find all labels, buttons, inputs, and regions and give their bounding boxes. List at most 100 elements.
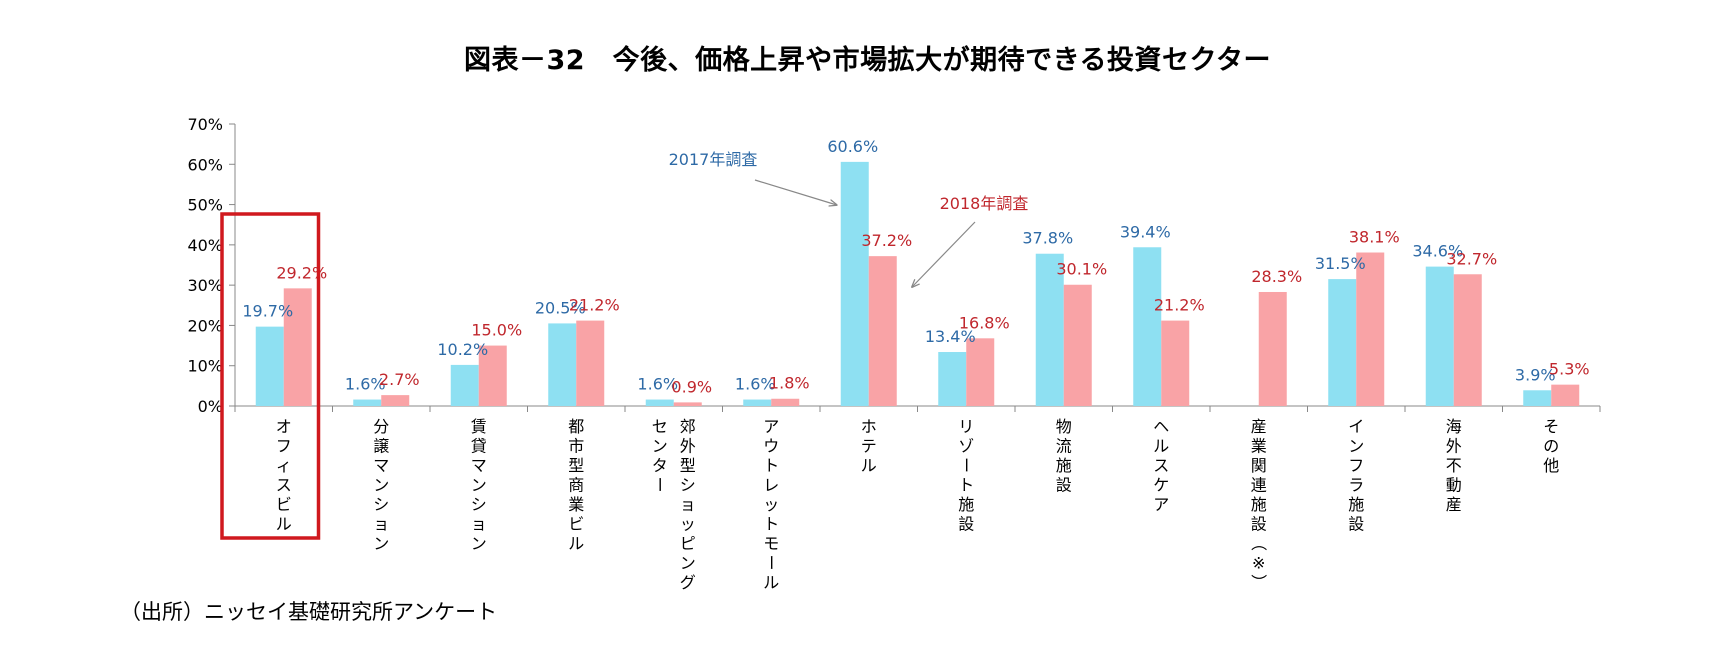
category-label-char: ン	[1348, 437, 1364, 456]
category-label-char: ゾ	[958, 437, 974, 456]
annotation-2017: 2017年調査	[669, 150, 758, 169]
category-label-char: ウ	[763, 437, 779, 456]
bar-2017	[938, 352, 967, 406]
y-tick-label: 40%	[187, 236, 223, 255]
category-label-char: 不	[1446, 456, 1462, 475]
category-label-char: そ	[1543, 417, 1559, 436]
category-label-char: シ	[471, 495, 487, 514]
category-label-char: ）	[1249, 574, 1268, 590]
category-label-char: ン	[471, 534, 487, 553]
value-label: 0.9%	[671, 377, 712, 396]
value-label: 30.1%	[1056, 260, 1107, 279]
bar-2017	[1133, 247, 1162, 406]
category-label-char: ア	[1153, 495, 1169, 514]
category-label-char: ッ	[680, 515, 696, 534]
bar-2017	[353, 399, 382, 406]
bar-2017	[548, 323, 577, 406]
bar-2018	[1551, 384, 1580, 406]
category-label-char: 設	[1251, 515, 1267, 534]
value-label: 15.0%	[471, 321, 522, 340]
category-label-char: ン	[652, 437, 668, 456]
category-label-char: ト	[763, 456, 779, 475]
category-label-char: 業	[568, 495, 584, 514]
category-label-char: ー	[761, 554, 780, 570]
x-axis	[234, 405, 1601, 412]
value-label: 28.3%	[1251, 267, 1302, 286]
category-label-char: 連	[1251, 476, 1267, 495]
value-label: 32.7%	[1446, 249, 1497, 268]
category-label-char: 賃	[471, 417, 487, 436]
chart-title: 図表－32 今後、価格上昇や市場拡大が期待できる投資セクター	[464, 45, 1271, 76]
annotation-2018: 2018年調査	[940, 194, 1029, 213]
category-label-char: ビ	[276, 495, 292, 514]
category-label-char: ル	[861, 456, 877, 475]
category-label-char: ョ	[373, 515, 389, 534]
category-label-char: 設	[1056, 476, 1072, 495]
category-label-char: ル	[568, 534, 584, 553]
bar-2017	[743, 399, 772, 406]
y-tick-label: 20%	[187, 316, 223, 335]
category-label-char: シ	[680, 476, 696, 495]
annotations: 2017年調査 2018年調査	[669, 150, 1029, 287]
y-tick-label: 10%	[187, 357, 223, 376]
y-tick-label: 0%	[198, 397, 223, 416]
category-label-char: セ	[652, 417, 668, 436]
category-label-char: ィ	[276, 456, 292, 475]
value-label: 31.5%	[1315, 254, 1366, 273]
bar-2018	[576, 320, 605, 406]
bar-2017	[645, 399, 674, 406]
category-label-char: フ	[276, 437, 292, 456]
value-label: 60.6%	[827, 137, 878, 156]
bars	[255, 161, 1580, 406]
category-label-char: ピ	[680, 534, 696, 553]
category-label-char: ヘ	[1153, 417, 1169, 436]
bar-2017	[1425, 266, 1454, 406]
value-label: 13.4%	[925, 327, 976, 346]
category-label-char: 施	[1056, 456, 1072, 475]
value-label: 1.6%	[637, 375, 678, 394]
value-label: 29.2%	[276, 263, 327, 282]
value-label: 5.3%	[1549, 360, 1590, 379]
category-label-char: の	[1543, 437, 1559, 456]
y-tick-label: 70%	[187, 115, 223, 134]
category-label-char: 業	[1251, 437, 1267, 456]
value-label: 34.6%	[1412, 242, 1463, 261]
category-label-char: マ	[471, 456, 487, 475]
category-label-char: ア	[763, 417, 779, 436]
category-label-char: シ	[373, 495, 389, 514]
category-label-char: ケ	[1153, 476, 1169, 495]
category-label-char: 動	[1446, 476, 1462, 495]
category-label-char: ホ	[861, 417, 877, 436]
bar-2018	[868, 256, 897, 406]
value-label: 1.6%	[345, 375, 386, 394]
category-label-char: ス	[1153, 456, 1169, 475]
category-label-char: ー	[650, 476, 669, 492]
category-label-char: 関	[1251, 456, 1267, 475]
bar-2017	[1328, 279, 1357, 406]
annotation-arrow-2018	[912, 221, 976, 287]
category-label-char: 設	[958, 515, 974, 534]
y-tick-label: 30%	[187, 276, 223, 295]
bar-2017	[840, 161, 869, 406]
category-label-char: 商	[568, 476, 584, 495]
value-label: 21.2%	[1154, 296, 1205, 315]
category-label-char: イ	[1348, 417, 1364, 436]
category-label-char: マ	[373, 456, 389, 475]
bar-2018	[966, 338, 995, 406]
category-label-char: ト	[958, 476, 974, 495]
category-label-char: 郊	[680, 417, 696, 436]
category-label-char: 譲	[373, 437, 389, 456]
category-label-char: モ	[763, 534, 779, 553]
bar-2017	[1035, 253, 1064, 406]
value-label: 20.5%	[535, 298, 586, 317]
value-label: 21.2%	[569, 296, 620, 315]
category-label-char: ッ	[763, 495, 779, 514]
category-label-char: フ	[1348, 456, 1364, 475]
value-label: 37.2%	[861, 231, 912, 250]
source-note: （出所）ニッセイ基礎研究所アンケート	[120, 600, 498, 624]
highlight	[220, 212, 321, 540]
category-label-char: 設	[1348, 515, 1364, 534]
category-label-char: ス	[276, 476, 292, 495]
value-label: 37.8%	[1022, 229, 1073, 248]
